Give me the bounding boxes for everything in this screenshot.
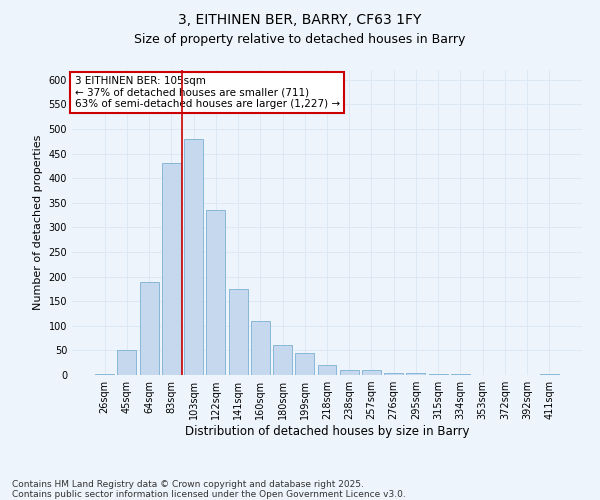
Bar (406, 372, 425, 375)
Bar (295, 353, 314, 375)
Bar (451, 374, 470, 375)
Bar (362, 370, 381, 375)
Text: 3 EITHINEN BER: 105sqm
← 37% of detached houses are smaller (711)
63% of semi-de: 3 EITHINEN BER: 105sqm ← 37% of detached… (74, 76, 340, 110)
Bar (229, 289, 248, 375)
Bar (429, 374, 448, 375)
Bar (95, 374, 114, 375)
Bar (340, 370, 359, 375)
Bar (162, 164, 181, 375)
Bar (540, 374, 559, 375)
X-axis label: Distribution of detached houses by size in Barry: Distribution of detached houses by size … (185, 425, 469, 438)
Bar (384, 372, 403, 375)
Bar (251, 321, 270, 375)
Text: Contains HM Land Registry data © Crown copyright and database right 2025.
Contai: Contains HM Land Registry data © Crown c… (12, 480, 406, 499)
Text: Size of property relative to detached houses in Barry: Size of property relative to detached ho… (134, 32, 466, 46)
Text: 3, EITHINEN BER, BARRY, CF63 1FY: 3, EITHINEN BER, BARRY, CF63 1FY (178, 12, 422, 26)
Bar (317, 365, 337, 375)
Bar (206, 210, 225, 375)
Y-axis label: Number of detached properties: Number of detached properties (33, 135, 43, 310)
Bar (273, 346, 292, 375)
Bar (118, 350, 136, 375)
Bar (140, 282, 158, 375)
Bar (184, 139, 203, 375)
